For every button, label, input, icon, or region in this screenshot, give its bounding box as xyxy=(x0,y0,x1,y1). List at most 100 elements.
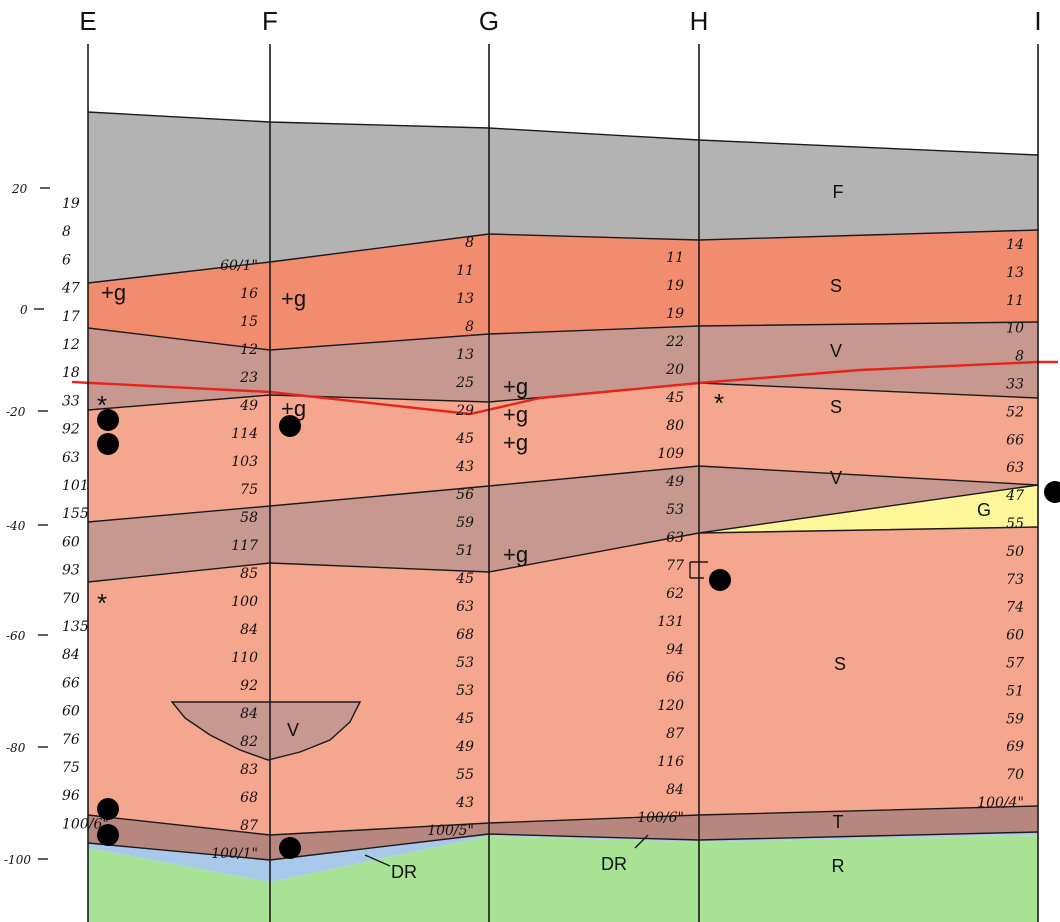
blow-count: 55 xyxy=(456,767,474,783)
layer-label-decomposed-rock: DR xyxy=(601,854,627,874)
gravel-note: +g xyxy=(503,430,528,455)
sample-bracket xyxy=(689,561,708,579)
sand-mid-layer xyxy=(88,383,1038,522)
rock-layer xyxy=(88,835,1038,922)
blow-count: 114 xyxy=(231,426,258,442)
blow-count: 77 xyxy=(666,558,684,574)
blow-count: 75 xyxy=(62,760,80,776)
blow-count: 68 xyxy=(456,627,474,643)
blow-count: 23 xyxy=(239,370,258,386)
elevation-tick-label: 0 xyxy=(20,303,28,317)
blow-count: 84 xyxy=(240,622,258,638)
blow-count: 84 xyxy=(240,706,258,722)
layer-label-fill: F xyxy=(833,182,844,202)
blow-count: 60 xyxy=(1006,628,1024,644)
blow-count: 82 xyxy=(240,734,258,750)
blow-counts-boring-i: 14 13 11 10 8 33 52 66 63 47 55 50 73 74 60 57 51 59 69 70 1… xyxy=(977,237,1024,811)
elevation-tick-label: -100 xyxy=(4,853,31,867)
blow-count: 43 xyxy=(455,795,474,811)
blow-count: 13 xyxy=(1006,265,1024,281)
sample-marker xyxy=(709,569,731,591)
sample-marker xyxy=(97,409,119,431)
blow-count: 53 xyxy=(456,655,474,671)
elevation-scale: 20 0 -20 -40 -60 -80 -100 xyxy=(4,182,50,867)
sand-lower-layer xyxy=(88,527,1038,835)
blow-count: 101 xyxy=(62,478,89,494)
blow-count: 17 xyxy=(62,309,80,325)
blow-count: 87 xyxy=(240,818,258,834)
fill-layer xyxy=(88,112,1038,283)
blow-count: 25 xyxy=(455,375,474,391)
silt-upper-layer xyxy=(88,322,1038,410)
blow-count: 11 xyxy=(456,263,474,279)
blow-count: 19 xyxy=(62,196,80,212)
dr-leader-line xyxy=(364,854,391,867)
blow-count: 13 xyxy=(456,347,474,363)
gravel-note: +g xyxy=(101,280,126,305)
blow-count: 63 xyxy=(1006,460,1024,476)
elevation-tick-label: -60 xyxy=(6,629,26,643)
layer-label-rock: R xyxy=(832,856,845,876)
sample-marker xyxy=(279,415,301,437)
blow-count: 49 xyxy=(239,398,258,414)
blow-count: 14 xyxy=(1006,237,1024,253)
asterisk-marker: * xyxy=(97,588,107,618)
blow-count: 84 xyxy=(62,647,80,663)
elevation-tick-label: -80 xyxy=(6,741,26,755)
blow-count: 92 xyxy=(240,678,258,694)
blow-count: 100 xyxy=(231,594,258,610)
blow-count: 8 xyxy=(465,319,474,335)
column-header-h: H xyxy=(690,6,709,36)
blow-count: 10 xyxy=(1006,321,1024,337)
blow-count: 83 xyxy=(240,762,258,778)
elevation-tick-label: -20 xyxy=(6,405,26,419)
blow-count: 6 xyxy=(62,252,71,268)
blow-count: 85 xyxy=(240,566,258,582)
blow-count: 66 xyxy=(62,675,80,691)
blow-count: 100/4" xyxy=(977,795,1024,811)
blow-count: 29 xyxy=(455,403,474,419)
blow-count: 100/6" xyxy=(637,810,684,826)
blow-count: 73 xyxy=(1006,572,1024,588)
blow-count: 52 xyxy=(1006,404,1024,420)
blow-count: 155 xyxy=(62,506,89,522)
blow-count: 100/6" xyxy=(62,816,109,832)
layer-label-gravel: G xyxy=(977,500,991,520)
dr-leader-line xyxy=(634,834,649,849)
blow-count: 117 xyxy=(231,538,258,554)
elevation-tick-label: -40 xyxy=(6,519,26,533)
blow-count: 56 xyxy=(456,487,474,503)
blow-count: 51 xyxy=(1006,683,1024,699)
gravel-note: +g xyxy=(503,374,528,399)
layer-label-silt-lens: V xyxy=(287,720,299,740)
blow-count: 109 xyxy=(657,446,684,462)
blow-count: 59 xyxy=(1006,711,1024,727)
asterisk-marker: * xyxy=(714,388,724,418)
blow-count: 93 xyxy=(62,563,80,579)
blow-count: 75 xyxy=(240,482,258,498)
blow-count: 66 xyxy=(666,670,684,686)
blow-count: 100/5" xyxy=(427,823,474,839)
blow-counts-boring-e: 19 8 6 47 17 12 18 33 92 63 101 155 60 93 70 135 84 66 60 7… xyxy=(61,196,109,832)
sample-marker xyxy=(97,824,119,846)
blow-count: 12 xyxy=(62,337,80,353)
elevation-tick-label: 20 xyxy=(11,182,28,196)
blow-count: 45 xyxy=(455,571,474,587)
blow-count: 8 xyxy=(1015,349,1024,365)
sand-upper-layer xyxy=(88,230,1038,350)
blow-count: 12 xyxy=(240,342,258,358)
blow-count: 60/1" xyxy=(220,258,258,274)
blow-count: 96 xyxy=(62,788,80,804)
blow-count: 60 xyxy=(62,534,80,550)
blow-count: 43 xyxy=(455,459,474,475)
gravel-note: +g xyxy=(281,286,306,311)
blow-count: 60 xyxy=(62,704,80,720)
blow-count: 50 xyxy=(1006,544,1024,560)
blow-count: 110 xyxy=(231,650,258,666)
blow-count: 87 xyxy=(666,726,684,742)
blow-count: 66 xyxy=(1006,432,1024,448)
silt-mid-layer xyxy=(88,466,1038,582)
blow-count: 63 xyxy=(666,530,684,546)
sample-marker xyxy=(97,798,119,820)
